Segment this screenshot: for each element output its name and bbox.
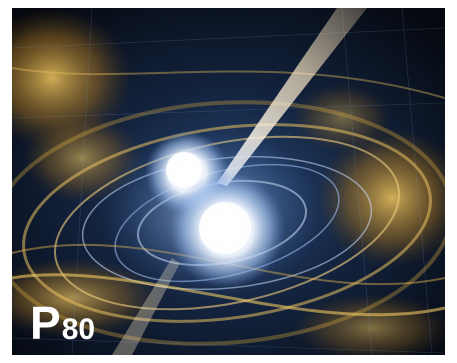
page-label-letter: P <box>30 297 61 349</box>
page-label: P80 <box>30 300 95 346</box>
neutron-star-merger-illustration <box>12 8 445 355</box>
scene-artwork <box>12 8 445 355</box>
page-label-number: 80 <box>61 313 96 346</box>
spacetime-grid <box>12 8 445 355</box>
